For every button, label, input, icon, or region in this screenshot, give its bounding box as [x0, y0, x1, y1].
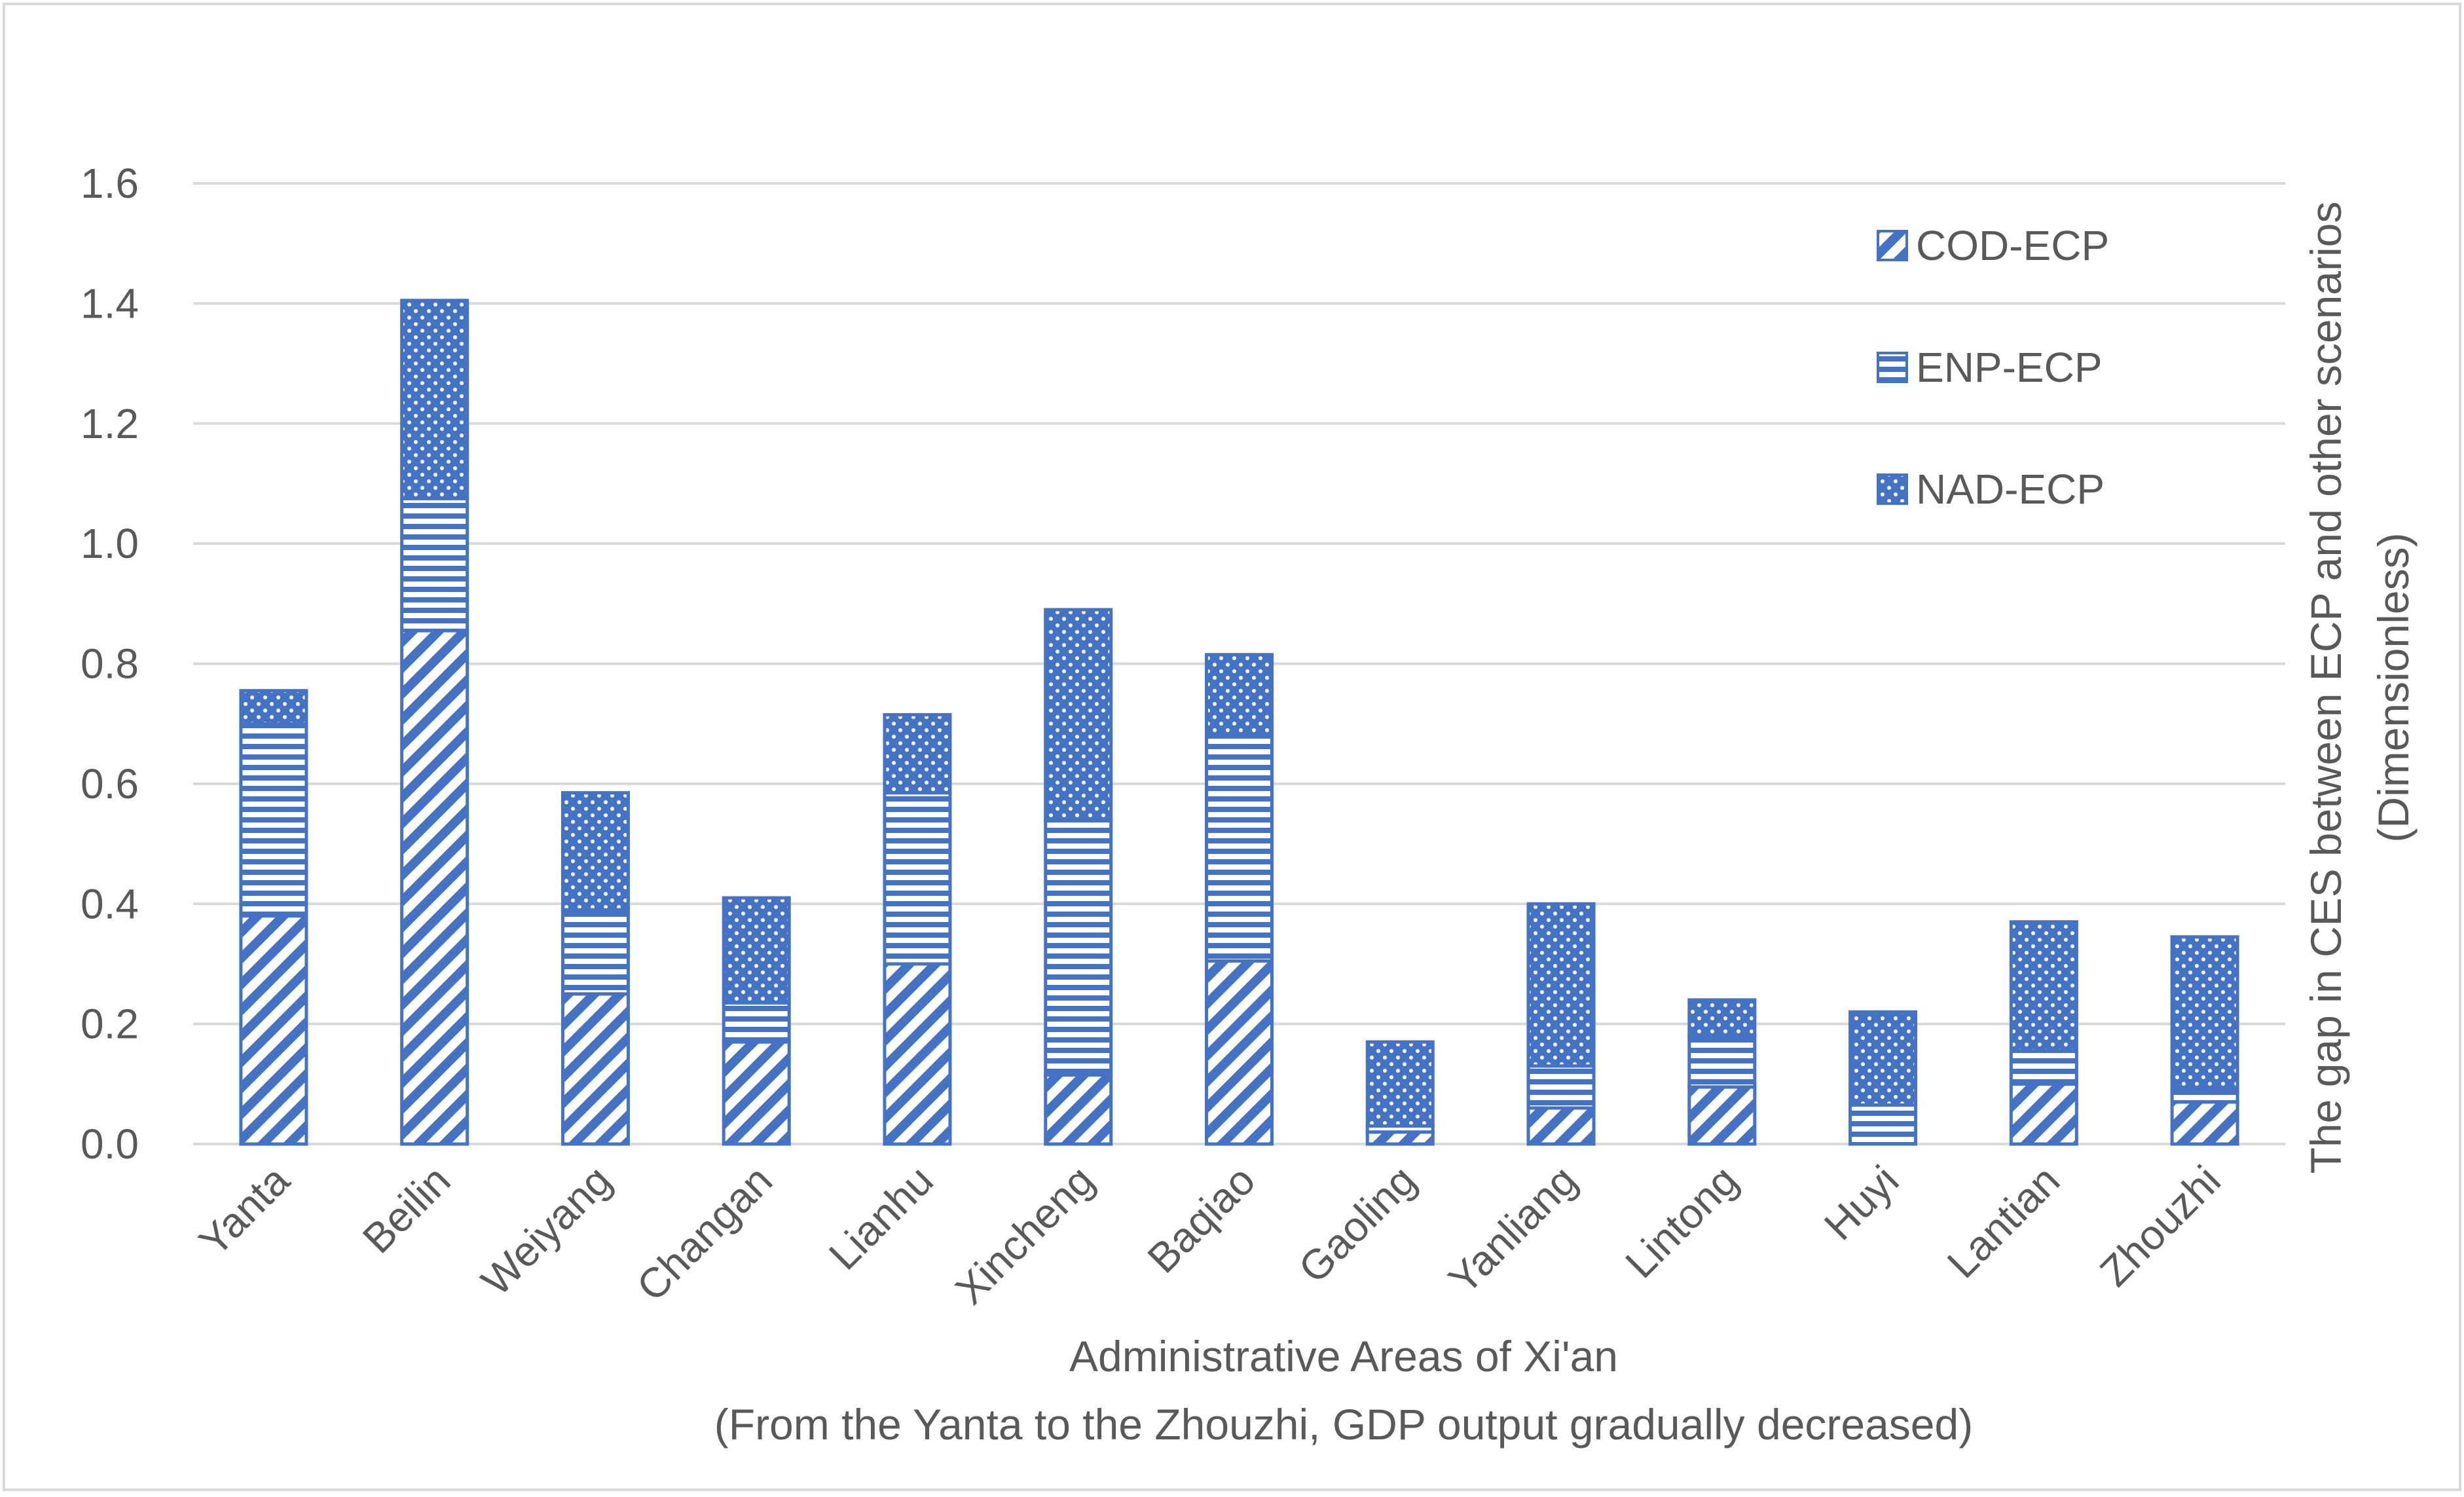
bar-segment-nad-ecp-lantian: [2009, 920, 2078, 1053]
bar-segment-enp-ecp-weiyang: [561, 908, 630, 996]
y-tick-label: 1.4: [81, 280, 139, 327]
bar-segment-cod-ecp-lantian: [2009, 1082, 2078, 1146]
bar-segment-cod-ecp-beilin: [400, 629, 469, 1146]
bar-segment-cod-ecp-lintong: [1687, 1085, 1757, 1146]
gridlines: [193, 182, 2285, 1145]
legend-swatch-cod-ecp: [1877, 230, 1908, 261]
legend-swatch-enp-ecp: [1877, 352, 1908, 383]
bar-segment-enp-ecp-huyi: [1848, 1103, 1918, 1146]
legend-label-enp-ecp: ENP-ECP: [1916, 344, 2103, 391]
bars: [239, 299, 2239, 1146]
bar-segment-enp-ecp-beilin: [400, 496, 469, 633]
y-tick-label: 0.4: [81, 880, 139, 927]
bar-segment-nad-ecp-baqiao: [1205, 653, 1274, 738]
bar-segment-enp-ecp-lintong: [1687, 1034, 1757, 1089]
bar-segment-enp-ecp-yanta: [239, 722, 308, 918]
bar-segment-enp-ecp-yanliang: [1526, 1064, 1596, 1110]
bar-segment-cod-ecp-weiyang: [561, 992, 630, 1146]
bar-segment-cod-ecp-gaoling: [1365, 1130, 1435, 1146]
bar-segment-nad-ecp-huyi: [1848, 1010, 1918, 1107]
bar-segment-enp-ecp-lantian: [2009, 1049, 2078, 1086]
bar-segment-cod-ecp-yanta: [239, 914, 308, 1146]
legend-swatch-nad-ecp: [1877, 473, 1908, 505]
bar-segment-enp-ecp-baqiao: [1205, 734, 1274, 963]
y-tick-label: 1.2: [81, 400, 139, 447]
y-tick-label: 1.0: [81, 520, 139, 567]
bar-segment-enp-ecp-changan: [722, 1001, 791, 1044]
y-tick-label: 0.2: [81, 1001, 139, 1048]
bar-segment-cod-ecp-lianhu: [883, 962, 952, 1146]
x-axis-subtitle: (From the Yanta to the Zhouzhi, GDP outp…: [714, 1400, 1973, 1449]
bar-segment-nad-ecp-lintong: [1687, 998, 1757, 1038]
legend-label-nad-ecp: NAD-ECP: [1916, 466, 2105, 513]
bar-segment-nad-ecp-changan: [722, 896, 791, 1005]
y-tick-label: 1.6: [81, 160, 139, 207]
bar-segment-cod-ecp-yanliang: [1526, 1106, 1596, 1146]
bar-segment-nad-ecp-yanta: [239, 689, 308, 726]
bar-segment-cod-ecp-changan: [722, 1040, 791, 1146]
y-tick-label: 0.0: [81, 1120, 139, 1168]
bar-segment-cod-ecp-zhouzhi: [2170, 1100, 2239, 1146]
y-axis-tick-labels: 0.0 0.2 0.4 0.6 0.8 1.0 1.2 1.4 1.6: [81, 160, 139, 1168]
y-tick-label: 0.8: [81, 640, 139, 688]
y-axis-title: The gap in CES between ECP and other sce…: [2302, 202, 2350, 1174]
bar-segment-nad-ecp-yanliang: [1526, 902, 1596, 1068]
bar-segment-enp-ecp-xincheng: [1044, 818, 1113, 1077]
bar-segment-cod-ecp-xincheng: [1044, 1073, 1113, 1146]
bar-segment-nad-ecp-gaoling: [1365, 1040, 1435, 1128]
bar-segment-nad-ecp-weiyang: [561, 791, 630, 912]
legend: COD-ECP ENP-ECP NAD-ECP: [1877, 222, 2109, 513]
legend-label-cod-ecp: COD-ECP: [1916, 222, 2109, 269]
x-axis-title: Administrative Areas of Xi'an: [1069, 1332, 1618, 1380]
bar-segment-enp-ecp-zhouzhi: [2170, 1088, 2239, 1104]
bar-segment-nad-ecp-lianhu: [883, 712, 952, 795]
bar-segment-nad-ecp-xincheng: [1044, 608, 1113, 822]
bar-segment-nad-ecp-zhouzhi: [2170, 935, 2239, 1092]
bar-segment-enp-ecp-lianhu: [883, 791, 952, 966]
y-tick-label: 0.6: [81, 760, 139, 807]
bar-segment-cod-ecp-baqiao: [1205, 959, 1274, 1146]
bar-segment-nad-ecp-beilin: [400, 299, 469, 500]
y-axis-subtitle: (Dimensionless): [2369, 532, 2418, 842]
